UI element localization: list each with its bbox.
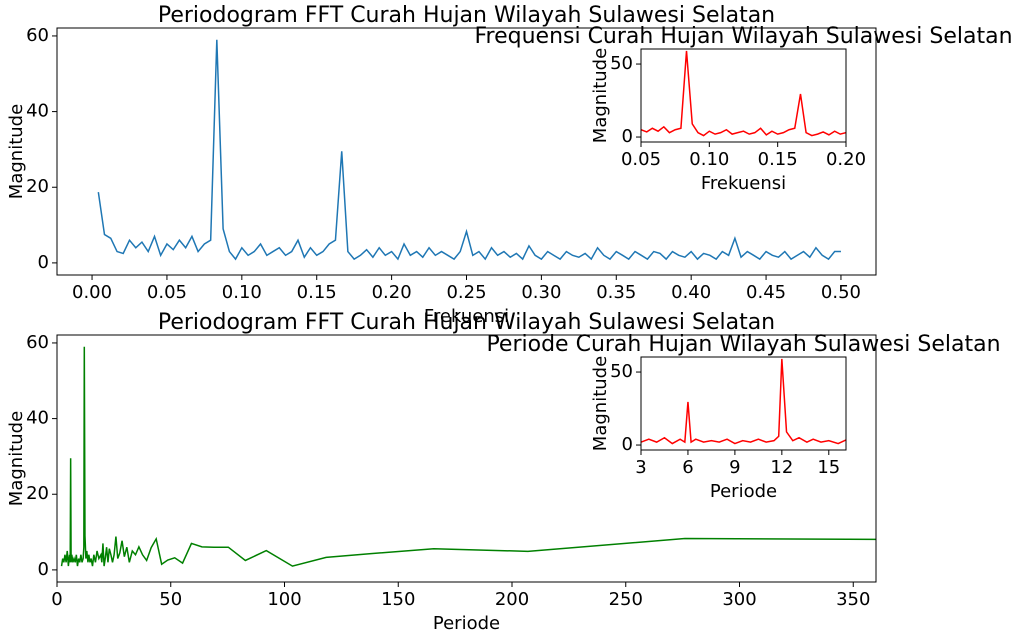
x-tick-label: 0.15 — [758, 149, 798, 170]
y-tick-label: 0 — [622, 126, 633, 147]
plot-area — [641, 49, 846, 142]
x-tick-label: 0.30 — [521, 282, 561, 303]
x-tick-label: 12 — [770, 457, 793, 478]
data-line — [60, 346, 876, 567]
inset-title: Periode Curah Hujan Wilayah Sulawesi Sel… — [486, 332, 1000, 357]
x-tick-label: 0.35 — [596, 282, 636, 303]
chart-title: Periodogram FFT Curah Hujan Wilayah Sula… — [158, 3, 775, 28]
y-tick-label: 0 — [622, 434, 633, 455]
data-line — [97, 39, 841, 261]
y-tick-label: 40 — [26, 408, 49, 429]
y-tick-label: 20 — [26, 176, 49, 197]
y-axis-label: Magnitude — [590, 48, 611, 143]
x-tick-label: 0.05 — [147, 282, 187, 303]
inset-title: Frequensi Curah Hujan Wilayah Sulawesi S… — [474, 24, 1011, 49]
x-tick-label: 0.40 — [671, 282, 711, 303]
x-tick-label: 300 — [722, 589, 756, 610]
x-axis-label: Periode — [710, 481, 777, 502]
x-tick-label: 0.50 — [821, 282, 861, 303]
plot-area — [641, 357, 846, 450]
y-axis-label: Magnitude — [6, 104, 27, 199]
x-tick-label: 50 — [159, 589, 182, 610]
y-axis-label: Magnitude — [6, 411, 27, 506]
data-line — [641, 50, 846, 137]
data-line — [641, 358, 846, 445]
x-tick-label: 6 — [682, 457, 693, 478]
y-tick-label: 60 — [26, 332, 49, 353]
y-axis-label: Magnitude — [590, 356, 611, 451]
x-tick-label: 250 — [609, 589, 643, 610]
y-tick-label: 60 — [26, 25, 49, 46]
x-tick-label: 0.05 — [621, 149, 661, 170]
x-tick-label: 0.45 — [746, 282, 786, 303]
x-tick-label: 0.25 — [446, 282, 486, 303]
y-tick-label: 20 — [26, 483, 49, 504]
x-tick-label: 100 — [267, 589, 301, 610]
x-tick-label: 0 — [51, 589, 62, 610]
x-tick-label: 350 — [836, 589, 870, 610]
x-tick-label: 15 — [817, 457, 840, 478]
axes-frame — [640, 356, 847, 451]
x-tick-label: 0.15 — [297, 282, 337, 303]
x-axis-label: Frekuensi — [424, 306, 509, 327]
x-tick-label: 150 — [381, 589, 415, 610]
axes-frame — [640, 48, 847, 143]
y-tick-label: 50 — [610, 361, 633, 382]
y-tick-label: 40 — [26, 101, 49, 122]
x-tick-label: 0.20 — [372, 282, 412, 303]
x-tick-label: 200 — [495, 589, 529, 610]
x-axis-label: Periode — [433, 613, 500, 633]
x-tick-label: 0.00 — [72, 282, 112, 303]
x-tick-label: 3 — [635, 457, 646, 478]
x-tick-label: 9 — [729, 457, 740, 478]
axes-frame — [56, 334, 877, 583]
x-axis-label: Frekuensi — [701, 173, 786, 194]
x-tick-label: 0.10 — [222, 282, 262, 303]
y-tick-label: 0 — [38, 559, 49, 580]
y-tick-label: 0 — [38, 252, 49, 273]
x-tick-label: 0.10 — [689, 149, 729, 170]
y-tick-label: 50 — [610, 53, 633, 74]
x-tick-label: 0.20 — [826, 149, 866, 170]
chart-title: Periodogram FFT Curah Hujan Wilayah Sula… — [158, 310, 775, 335]
